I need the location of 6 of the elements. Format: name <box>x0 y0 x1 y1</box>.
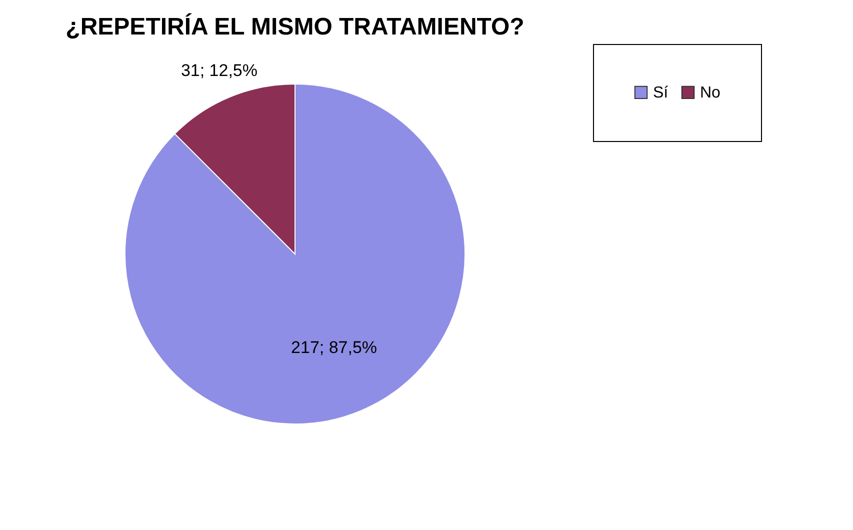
chart-title: ¿REPETIRÍA EL MISMO TRATAMIENTO? <box>66 12 524 40</box>
legend-label: No <box>700 84 721 102</box>
legend-label: Sí <box>653 84 669 102</box>
data-label: 31; 12,5% <box>180 61 258 80</box>
data-label: 217; 87,5% <box>291 338 378 358</box>
pie-slice <box>124 84 466 424</box>
